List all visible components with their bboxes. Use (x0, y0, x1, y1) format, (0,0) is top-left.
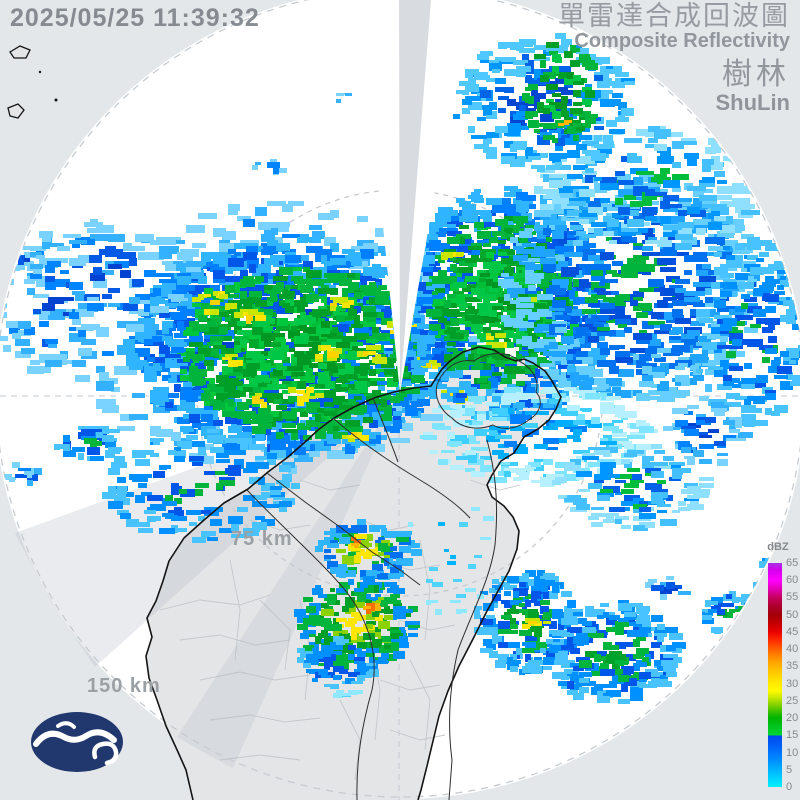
colorbar-gradient (768, 563, 782, 787)
colorbar-tick: 55 (786, 591, 799, 604)
coastline (145, 346, 562, 800)
logo-wave (33, 729, 117, 747)
reflectivity-colorbar: dBZ 65 60 55 50 45 40 35 30 25 20 15 10 5 0 (760, 541, 800, 793)
product-title-zh: 單雷達合成回波圖 (558, 1, 790, 31)
range-ring-label-150km: 150 km (87, 675, 161, 697)
county-borders (246, 353, 541, 800)
timestamp: 2025/05/25 11:39:32 (10, 4, 260, 32)
product-title-en: Composite Reflectivity (574, 30, 790, 53)
colorbar-tick: 25 (786, 694, 799, 707)
title-block: 單雷達合成回波圖 Composite Reflectivity 樹林 ShuLi… (558, 1, 790, 116)
station-name-en: ShuLin (715, 90, 790, 116)
colorbar-unit-label: dBZ (767, 541, 789, 553)
station-name-zh: 樹林 (722, 57, 790, 91)
colorbar-tick: 40 (786, 643, 799, 656)
cwb-logo (31, 712, 123, 772)
colorbar-tick: 30 (786, 677, 799, 690)
colorbar-tick: 10 (786, 746, 799, 759)
colorbar-tick: 5 (786, 763, 793, 776)
colorbar-tick: 35 (786, 660, 799, 673)
colorbar-tick: 65 (786, 557, 799, 569)
colorbar-tick: 20 (786, 712, 799, 725)
logo-swirl-left (56, 721, 76, 729)
colorbar-tick: 45 (786, 625, 799, 638)
range-ring-label-75km: 75 km (231, 528, 293, 550)
north-blockage-wedge (360, 0, 468, 393)
colorbar-tick: 50 (786, 608, 799, 621)
logo-swirl-right (92, 741, 119, 766)
colorbar-tick: 0 (786, 781, 793, 793)
colorbar-tick: 60 (786, 574, 799, 587)
offshore-islands (7, 45, 58, 119)
colorbar-tick: 15 (786, 729, 799, 742)
